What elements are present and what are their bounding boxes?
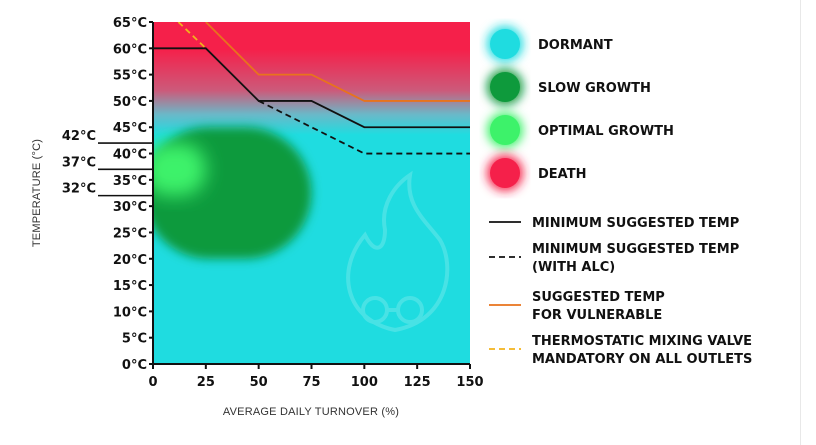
legend-line-label: (WITH ALC) — [532, 260, 615, 275]
series-line-4 — [177, 22, 207, 49]
series-line-3 — [205, 22, 470, 102]
series-line-2 — [258, 100, 470, 155]
legend-label: DEATH — [538, 167, 586, 182]
watermark-flame-icon — [346, 170, 450, 333]
page-divider — [800, 0, 801, 445]
y-tick-label: 50°C — [113, 95, 147, 110]
y-tick-label: 0°C — [122, 358, 147, 373]
legend-swatch-core — [490, 115, 520, 145]
series-line-1 — [153, 47, 470, 129]
y-tick-label: 15°C — [113, 279, 147, 294]
x-tick-label: 50 — [250, 375, 268, 390]
y-tick-label: 55°C — [113, 69, 147, 84]
x-tick-label: 25 — [197, 375, 215, 390]
y-tick-label: 20°C — [113, 253, 147, 268]
legend-line-label: THERMOSTATIC MIXING VALVE — [532, 334, 752, 349]
optimal-growth-zone — [153, 143, 206, 196]
temperature-marker-label: 32°C — [62, 182, 96, 197]
legend-line-label: MINIMUM SUGGESTED TEMP — [532, 216, 739, 231]
y-tick-label: 35°C — [113, 174, 147, 189]
temperature-marker-label: 37°C — [62, 155, 96, 170]
x-tick-label: 125 — [404, 375, 431, 390]
x-axis-title: AVERAGE DAILY TURNOVER (%) — [223, 406, 399, 418]
y-tick-label: 65°C — [113, 16, 147, 31]
y-tick-label: 30°C — [113, 200, 147, 215]
legend-line-label: SUGGESTED TEMP — [532, 290, 665, 305]
x-tick-label: 0 — [148, 375, 157, 390]
legend-line-label: MINIMUM SUGGESTED TEMP — [532, 242, 739, 257]
y-tick-label: 45°C — [113, 121, 147, 136]
legend-swatch-core — [490, 158, 520, 188]
legend-label: SLOW GROWTH — [538, 81, 651, 96]
legend-swatch-core — [490, 29, 520, 59]
y-tick-label: 40°C — [113, 148, 147, 163]
y-tick-label: 60°C — [113, 42, 147, 57]
x-tick-label: 150 — [456, 375, 483, 390]
temperature-marker-label: 42°C — [62, 129, 96, 144]
x-tick-label: 75 — [302, 375, 320, 390]
y-tick-label: 25°C — [113, 226, 147, 241]
legend-swatch-core — [490, 72, 520, 102]
legend-label: OPTIMAL GROWTH — [538, 124, 674, 139]
legend-line-label: FOR VULNERABLE — [532, 308, 662, 323]
y-tick-label: 5°C — [122, 332, 147, 347]
x-tick-label: 100 — [351, 375, 378, 390]
y-tick-label: 10°C — [113, 305, 147, 320]
y-axis-title: TEMPERATURE (°C) — [31, 139, 43, 247]
legend-line-label: MANDATORY ON ALL OUTLETS — [532, 352, 752, 367]
legend-label: DORMANT — [538, 38, 613, 53]
